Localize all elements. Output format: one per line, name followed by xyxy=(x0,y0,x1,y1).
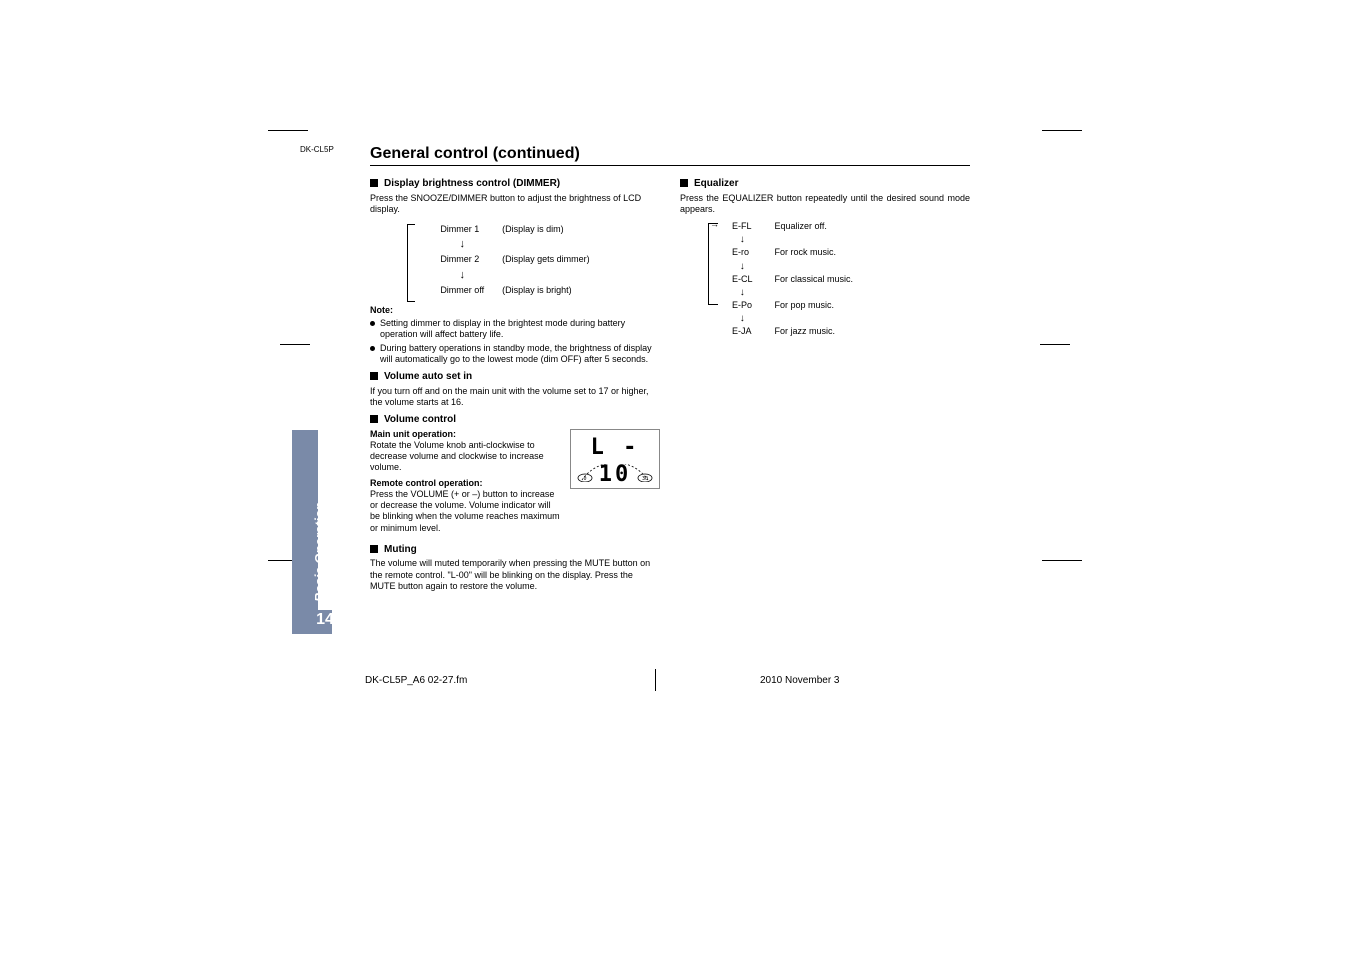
remote-label: Remote control operation: xyxy=(370,478,562,489)
arrow-right-icon: → xyxy=(710,219,719,230)
page-title: General control (continued) xyxy=(370,145,1040,163)
dimmer-desc: (Display gets dimmer) xyxy=(494,253,598,266)
right-column: Equalizer Press the EQUALIZER button rep… xyxy=(680,172,970,596)
vol-auto-text: If you turn off and on the main unit wit… xyxy=(370,386,660,409)
footer-date: 2010 November 3 xyxy=(760,675,840,686)
eq-code: E-FL xyxy=(722,221,763,233)
heading-text: Muting xyxy=(384,544,417,555)
note-list: Setting dimmer to display in the brighte… xyxy=(370,318,660,365)
square-icon xyxy=(680,179,688,187)
dimmer-label: Dimmer 2 xyxy=(432,253,492,266)
eq-bracket xyxy=(708,223,718,305)
title-rule xyxy=(370,165,970,166)
arrow-down-icon: ↓ xyxy=(722,262,763,272)
dimmer-label: Dimmer 1 xyxy=(432,223,492,236)
dimmer-desc: (Display is dim) xyxy=(494,223,598,236)
eq-table: E-FLEqualizer off. ↓ E-roFor rock music.… xyxy=(720,219,865,340)
eq-desc: For classical music. xyxy=(765,274,864,286)
note-heading: Note: xyxy=(370,305,660,316)
left-column: Display brightness control (DIMMER) Pres… xyxy=(370,172,660,596)
heading-muting: Muting xyxy=(370,544,660,557)
note-item: Setting dimmer to display in the brighte… xyxy=(370,318,660,341)
crop-mark xyxy=(1040,344,1070,345)
eq-code: E-ro xyxy=(722,247,763,259)
eq-code: E-JA xyxy=(722,326,763,338)
square-icon xyxy=(370,415,378,423)
crop-mark xyxy=(1042,560,1082,561)
heading-text: Display brightness control (DIMMER) xyxy=(384,178,560,189)
eq-desc: Equalizer off. xyxy=(765,221,864,233)
arrow-down-icon: ↓ xyxy=(722,314,763,324)
dimmer-bracket xyxy=(407,224,415,302)
eq-intro: Press the EQUALIZER button repeatedly un… xyxy=(680,193,970,216)
dimmer-label: Dimmer off xyxy=(432,284,492,297)
arrow-down-icon: ↓ xyxy=(432,238,492,251)
gauge-max: 30 xyxy=(642,476,648,482)
arrow-down-icon: ↓ xyxy=(722,288,763,298)
eq-code: E-Po xyxy=(722,300,763,312)
page-content: DK-CL5P Basic Operation 14 General contr… xyxy=(310,145,1040,596)
remote-text: Press the VOLUME (+ or –) button to incr… xyxy=(370,489,562,534)
heading-dimmer: Display brightness control (DIMMER) xyxy=(370,178,660,191)
heading-text: Equalizer xyxy=(694,178,738,189)
heading-vol-ctrl: Volume control xyxy=(370,414,660,427)
eq-desc: For rock music. xyxy=(765,247,864,259)
dimmer-desc: (Display is bright) xyxy=(494,284,598,297)
side-tab-bg: Basic Operation xyxy=(292,430,318,610)
crop-mark xyxy=(268,130,308,131)
eq-desc: For pop music. xyxy=(765,300,864,312)
square-icon xyxy=(370,179,378,187)
lcd-gauge: 0 30 xyxy=(571,464,659,485)
arrow-down-icon: ↓ xyxy=(432,269,492,282)
page-number: 14 xyxy=(305,611,345,629)
volume-lcd-graphic: L - 10 0 30 xyxy=(570,429,660,489)
eq-desc: For jazz music. xyxy=(765,326,864,338)
square-icon xyxy=(370,372,378,380)
note-item: During battery operations in standby mod… xyxy=(370,343,660,366)
dimmer-table: Dimmer 1(Display is dim) ↓ Dimmer 2(Disp… xyxy=(430,221,599,299)
footer-filename: DK-CL5P_A6 02-27.fm xyxy=(365,675,467,686)
crop-mark xyxy=(280,344,310,345)
heading-text: Volume control xyxy=(384,414,456,425)
muting-text: The volume will muted temporarily when p… xyxy=(370,558,660,592)
heading-equalizer: Equalizer xyxy=(680,178,970,191)
side-tab-label: Basic Operation xyxy=(312,432,327,602)
arrow-down-icon: ↓ xyxy=(722,235,763,245)
crop-mark xyxy=(1042,130,1082,131)
model-code: DK-CL5P xyxy=(300,145,334,154)
gauge-min: 0 xyxy=(583,476,586,482)
heading-text: Volume auto set in xyxy=(384,371,472,382)
footer-divider xyxy=(655,669,656,691)
heading-vol-auto: Volume auto set in xyxy=(370,371,660,384)
square-icon xyxy=(370,545,378,553)
main-unit-text: Rotate the Volume knob anti-clockwise to… xyxy=(370,440,562,474)
eq-code: E-CL xyxy=(722,274,763,286)
dimmer-intro: Press the SNOOZE/DIMMER button to adjust… xyxy=(370,193,660,216)
main-unit-label: Main unit operation: xyxy=(370,429,562,440)
